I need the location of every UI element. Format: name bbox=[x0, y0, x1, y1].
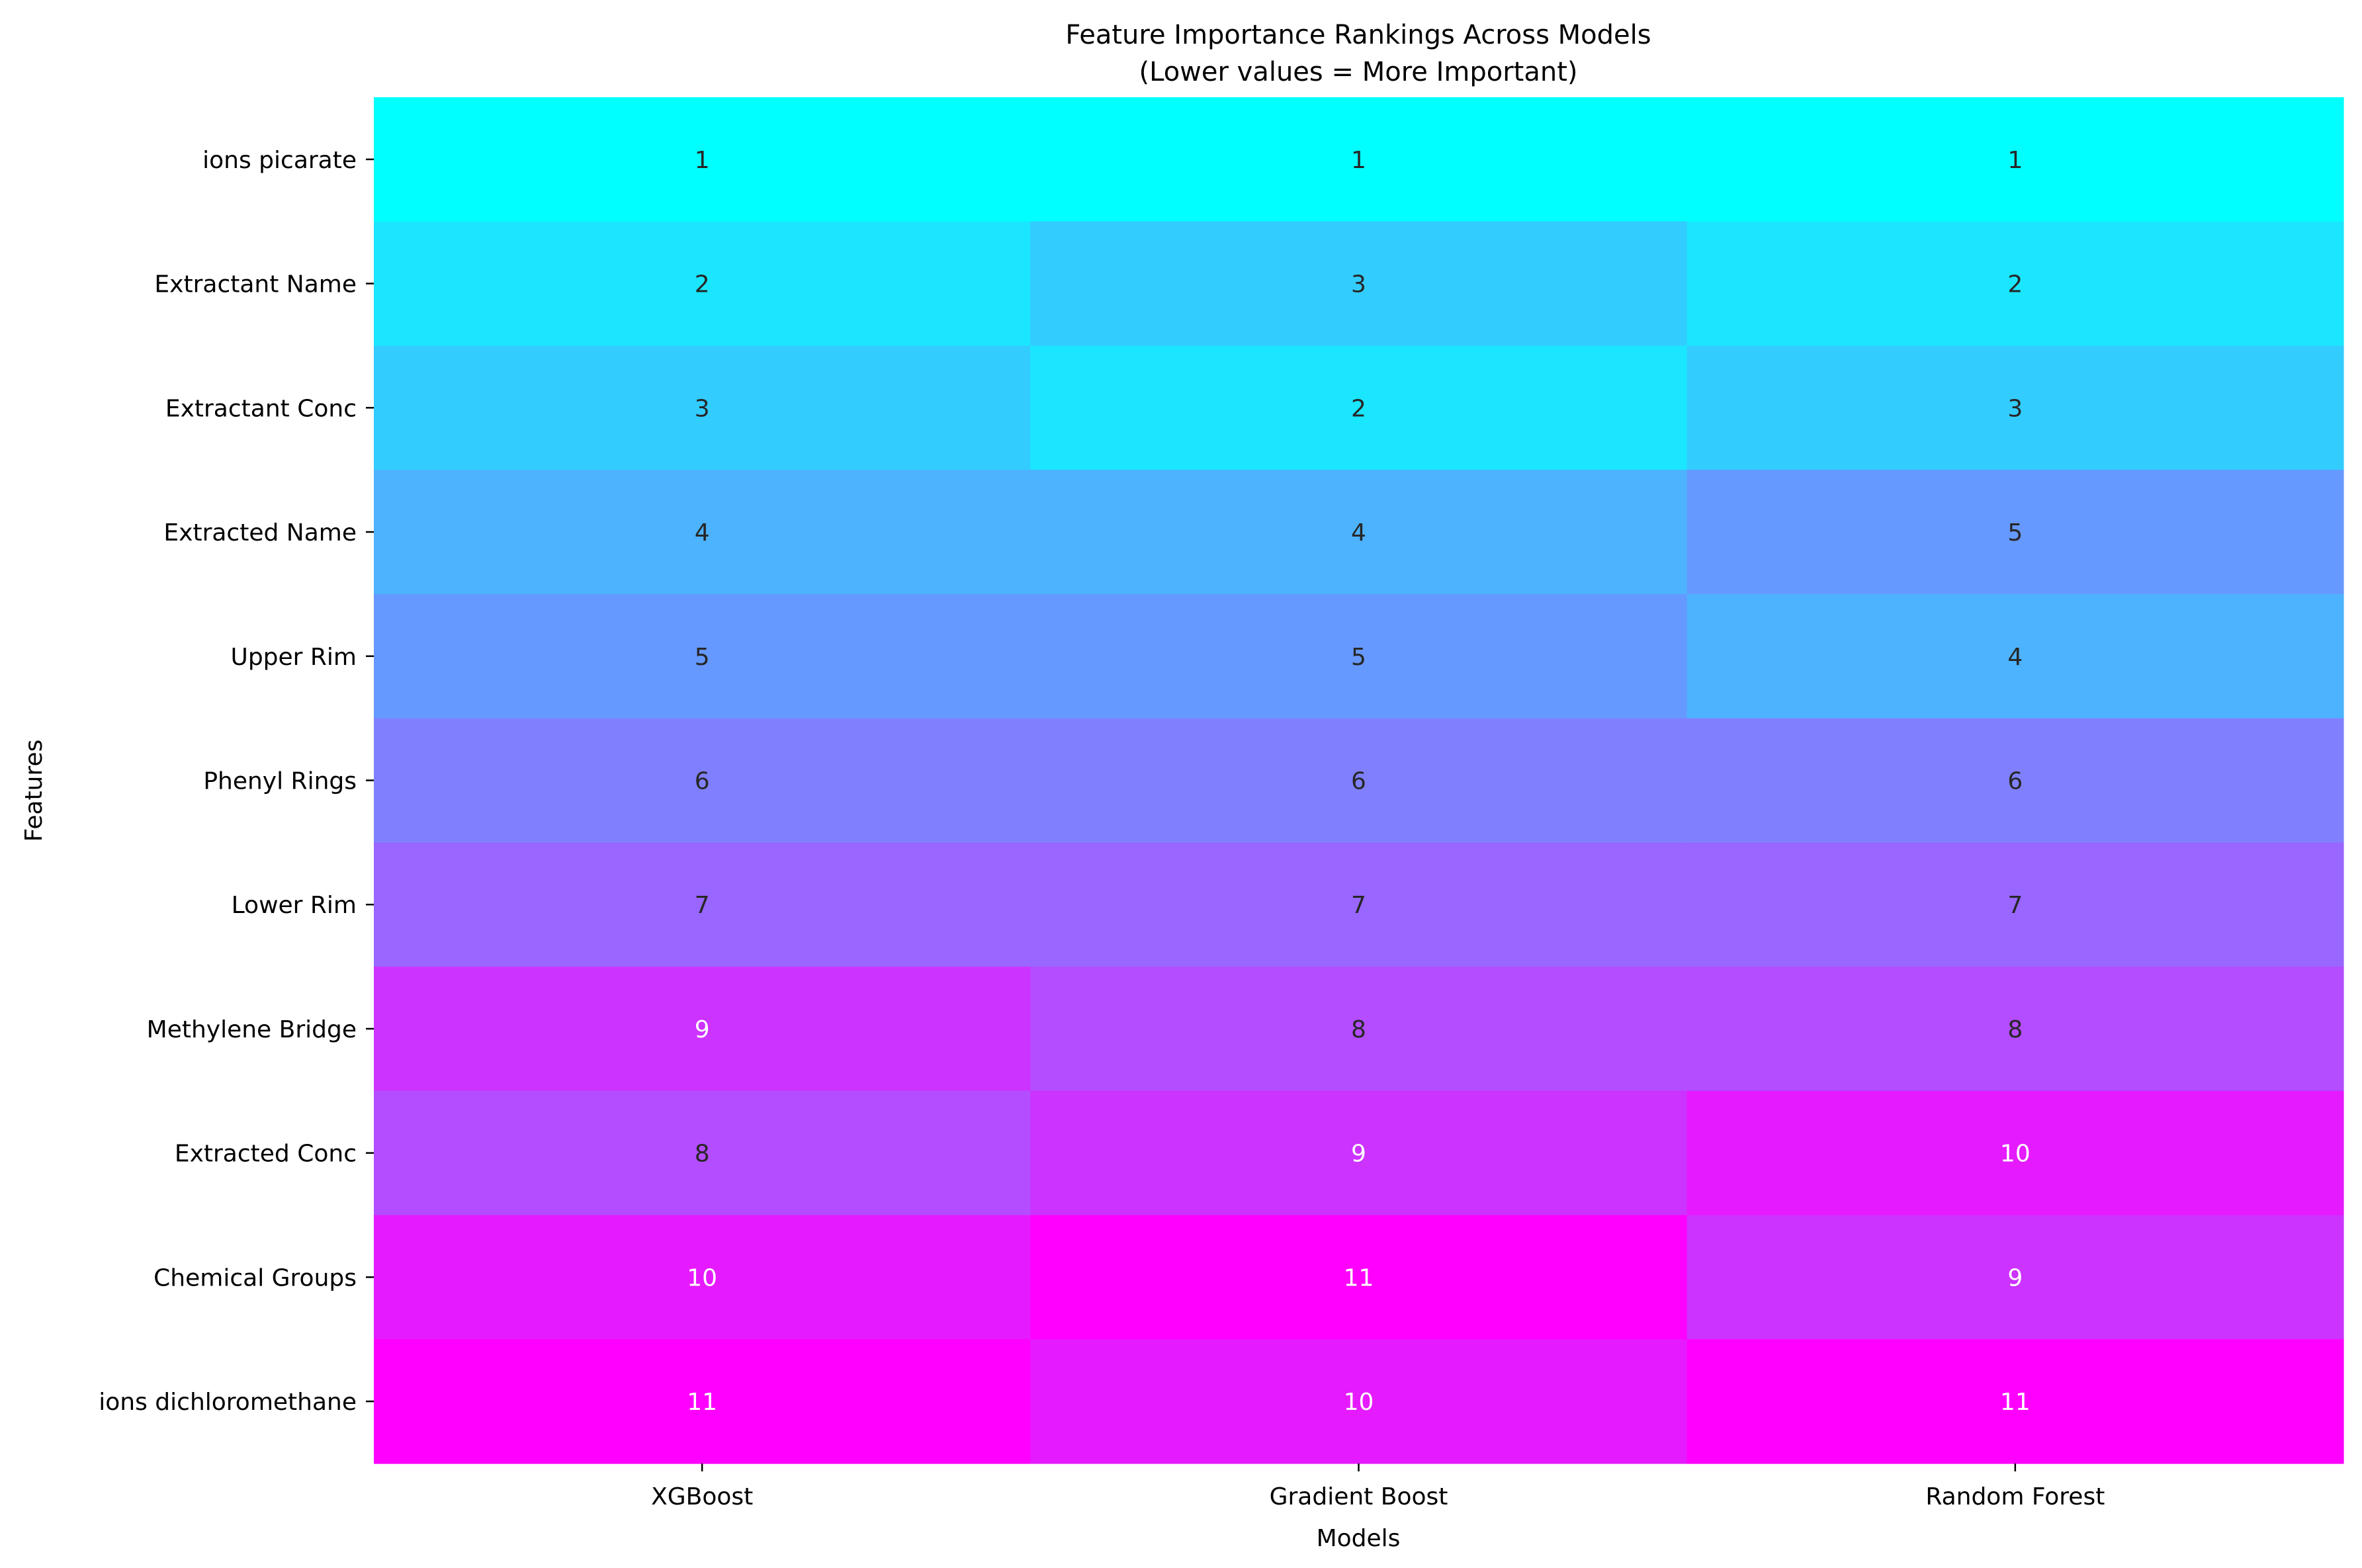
heatmap-cell bbox=[1686, 345, 2344, 470]
y-tick-label: Upper Rim bbox=[230, 644, 357, 671]
heatmap-cell bbox=[1686, 1339, 2344, 1464]
x-axis: XGBoost Gradient Boost Random Forest bbox=[651, 1463, 2105, 1510]
heatmap-cell bbox=[374, 1090, 1031, 1216]
x-tick-label: Gradient Boost bbox=[1270, 1483, 1448, 1510]
heatmap-cell bbox=[1030, 470, 1688, 595]
cell-value-label: 9 bbox=[2007, 1264, 2023, 1291]
cell-value-label: 5 bbox=[695, 644, 710, 671]
cell-value-label: 6 bbox=[1351, 768, 1366, 795]
cell-value-label: 10 bbox=[2000, 1141, 2031, 1168]
heatmap-cell bbox=[1030, 1215, 1688, 1340]
x-tick-label: XGBoost bbox=[651, 1483, 753, 1510]
y-tick-label: Extractant Name bbox=[154, 271, 357, 298]
cell-value-label: 6 bbox=[2007, 768, 2023, 795]
cell-value-label: 1 bbox=[1351, 147, 1366, 174]
chart-title: Feature Importance Rankings Across Model… bbox=[1065, 20, 1651, 50]
y-tick-label: Methylene Bridge bbox=[147, 1016, 357, 1043]
heatmap-cell bbox=[1030, 221, 1688, 347]
cell-value-label: 10 bbox=[1344, 1389, 1374, 1416]
heatmap-cell bbox=[1686, 470, 2344, 595]
cell-value-label: 2 bbox=[1351, 395, 1366, 422]
cell-value-label: 5 bbox=[1351, 644, 1366, 671]
x-tick-label: Random Forest bbox=[1925, 1483, 2105, 1510]
chart-subtitle: (Lower values = More Important) bbox=[1139, 57, 1578, 87]
cell-value-label: 7 bbox=[1351, 892, 1366, 919]
cell-value-label: 4 bbox=[2007, 644, 2023, 671]
heatmap-cell bbox=[1686, 842, 2344, 967]
heatmap-cell bbox=[374, 470, 1031, 595]
heatmap-cell bbox=[1686, 967, 2344, 1092]
heatmap-cell bbox=[1030, 593, 1688, 719]
heatmap-cell bbox=[1686, 1215, 2344, 1340]
y-tick-label: ions dichloromethane bbox=[99, 1389, 357, 1416]
cell-value-label: 7 bbox=[695, 892, 710, 919]
heatmap-cell bbox=[1030, 345, 1688, 470]
heatmap-cell bbox=[1030, 718, 1688, 843]
cell-value-label: 10 bbox=[687, 1264, 717, 1291]
cell-value-label: 2 bbox=[695, 271, 710, 298]
cell-value-label: 6 bbox=[695, 768, 710, 795]
y-axis: ions picarate Extractant Name Extractant C… bbox=[99, 147, 374, 1416]
heatmap-cell bbox=[1686, 1090, 2344, 1216]
y-tick-label: Extracted Name bbox=[163, 519, 357, 546]
heatmap-cells bbox=[374, 97, 2344, 1464]
y-tick-label: Phenyl Rings bbox=[203, 768, 357, 795]
heatmap-cell bbox=[374, 593, 1031, 719]
cell-value-label: 9 bbox=[695, 1016, 710, 1043]
heatmap-cell bbox=[1686, 97, 2344, 222]
y-tick-label: Lower Rim bbox=[232, 892, 357, 919]
cell-value-label: 9 bbox=[1351, 1141, 1366, 1168]
y-axis-label: Features bbox=[21, 740, 48, 842]
heatmap-cell bbox=[374, 718, 1031, 843]
cell-value-label: 5 bbox=[2007, 519, 2023, 546]
heatmap-cell bbox=[374, 1339, 1031, 1464]
heatmap-cell bbox=[374, 345, 1031, 470]
cell-value-label: 3 bbox=[2007, 395, 2023, 422]
cell-value-label: 3 bbox=[1351, 271, 1366, 298]
cell-value-label: 8 bbox=[1351, 1016, 1366, 1043]
y-tick-label: Extracted Conc bbox=[175, 1141, 357, 1168]
y-tick-label: Extractant Conc bbox=[165, 395, 357, 422]
cell-value-label: 3 bbox=[695, 395, 710, 422]
cell-value-label: 8 bbox=[2007, 1016, 2023, 1043]
cell-value-label: 4 bbox=[1351, 519, 1366, 546]
heatmap-cell bbox=[1030, 967, 1688, 1092]
cell-value-label: 11 bbox=[1344, 1264, 1374, 1291]
cell-value-label: 4 bbox=[695, 519, 710, 546]
heatmap-cell bbox=[374, 1215, 1031, 1340]
heatmap-cell bbox=[1030, 97, 1688, 222]
cell-value-label: 11 bbox=[2000, 1389, 2031, 1416]
cell-value-label: 1 bbox=[695, 147, 710, 174]
cell-value-label: 7 bbox=[2007, 892, 2023, 919]
heatmap-cell bbox=[1030, 1090, 1688, 1216]
heatmap-cell bbox=[1030, 842, 1688, 967]
heatmap-cell bbox=[1686, 221, 2344, 347]
cell-value-label: 8 bbox=[695, 1141, 710, 1168]
heatmap-cell bbox=[374, 842, 1031, 967]
heatmap-cell bbox=[374, 967, 1031, 1092]
heatmap-cell bbox=[374, 221, 1031, 347]
y-tick-label: ions picarate bbox=[202, 147, 357, 174]
heatmap-cell bbox=[1030, 1339, 1688, 1464]
y-tick-label: Chemical Groups bbox=[153, 1264, 357, 1291]
heatmap-cell bbox=[1686, 718, 2344, 843]
x-axis-label: Models bbox=[1317, 1525, 1401, 1552]
heatmap-cell bbox=[374, 97, 1031, 222]
cell-value-label: 1 bbox=[2007, 147, 2023, 174]
heatmap-cell bbox=[1686, 593, 2344, 719]
cell-value-label: 11 bbox=[687, 1389, 717, 1416]
cell-value-label: 2 bbox=[2007, 271, 2023, 298]
